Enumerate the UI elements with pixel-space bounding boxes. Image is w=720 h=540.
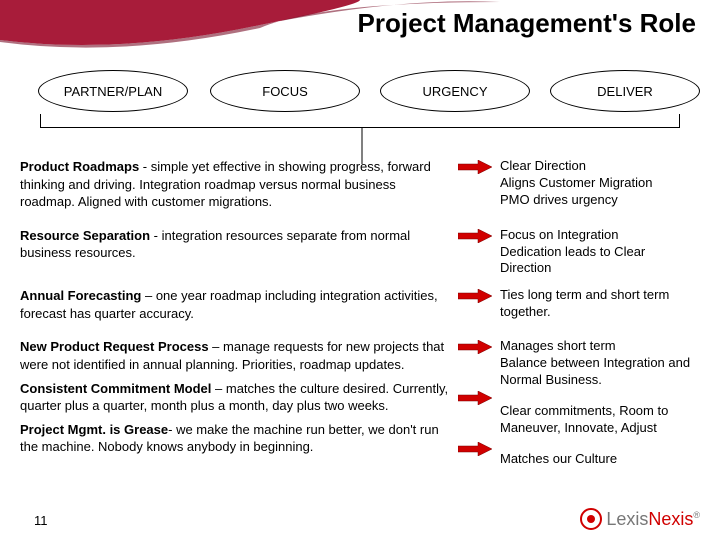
content-row: New Product Request Process – manage req… — [20, 338, 700, 481]
content-row: Product Roadmaps - simple yet effective … — [20, 158, 700, 217]
arrow-column — [450, 287, 500, 303]
content-area: Product Roadmaps - simple yet effective … — [20, 158, 700, 492]
content-row: Annual Forecasting – one year roadmap in… — [20, 287, 700, 328]
slide-number: 11 — [34, 513, 48, 528]
pillar-ellipse: FOCUS — [210, 70, 360, 112]
arrow-right-icon — [458, 229, 492, 243]
arrow-right-icon — [458, 442, 492, 456]
pillar-ellipse: PARTNER/PLAN — [38, 70, 188, 112]
pillar-connector — [40, 114, 680, 128]
arrow-right-icon — [458, 391, 492, 405]
logo-mark-icon — [580, 508, 602, 530]
row-outcome: Clear Direction Aligns Customer Migratio… — [500, 158, 700, 209]
row-description: Annual Forecasting – one year roadmap in… — [20, 287, 450, 328]
row-description: New Product Request Process – manage req… — [20, 338, 450, 461]
pillar-ellipse: URGENCY — [380, 70, 530, 112]
row-outcome: Ties long term and short term together. — [500, 287, 700, 321]
arrow-column — [450, 227, 500, 243]
arrow-right-icon — [458, 340, 492, 354]
logo-text: LexisNexis® — [606, 509, 700, 530]
pillar-bar: PARTNER/PLAN FOCUS URGENCY DELIVER — [20, 70, 700, 130]
arrow-right-icon — [458, 289, 492, 303]
arrow-column — [450, 158, 500, 174]
row-outcome: Focus on Integration Dedication leads to… — [500, 227, 700, 278]
page-title: Project Management's Role — [358, 8, 697, 39]
arrow-right-icon — [458, 160, 492, 174]
content-row: Resource Separation - integration resour… — [20, 227, 700, 278]
brand-logo: LexisNexis® — [580, 508, 700, 530]
row-description: Product Roadmaps - simple yet effective … — [20, 158, 450, 217]
row-outcome: Manages short term Balance between Integ… — [500, 338, 700, 481]
row-description: Resource Separation - integration resour… — [20, 227, 450, 268]
pillar-ellipse: DELIVER — [550, 70, 700, 112]
arrow-column — [450, 338, 500, 461]
